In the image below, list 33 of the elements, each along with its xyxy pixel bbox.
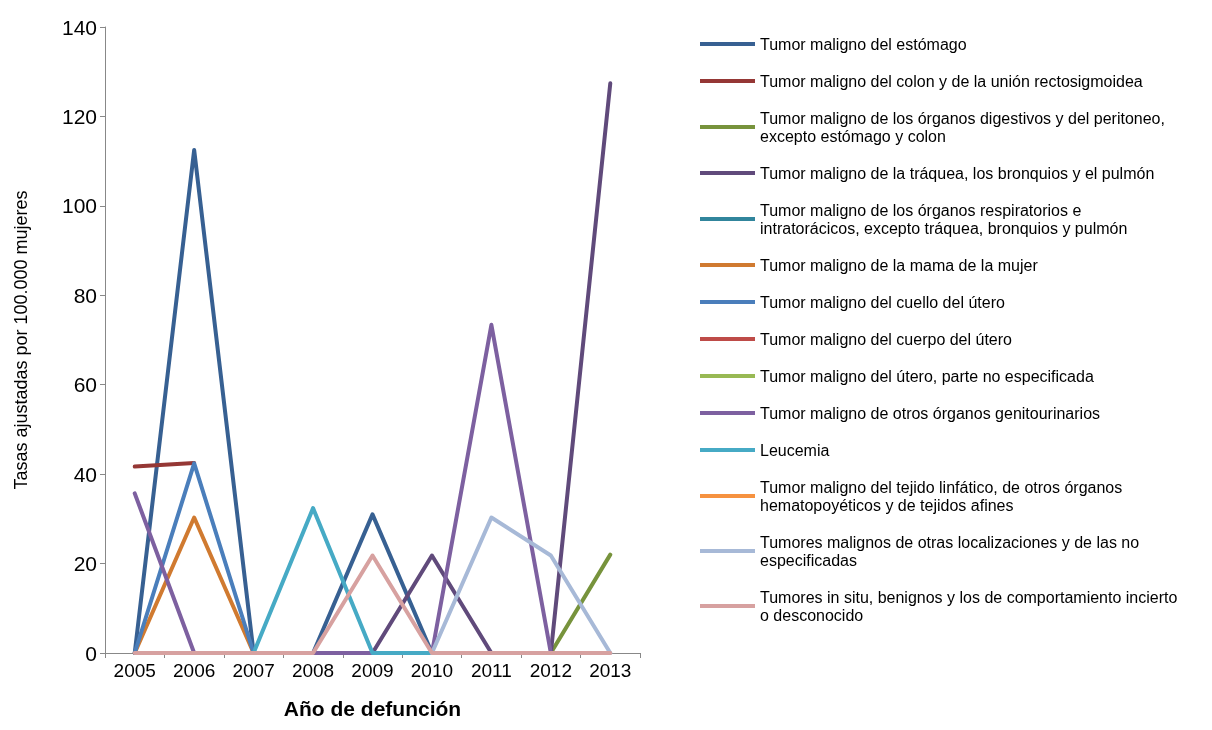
y-tick-label: 80 <box>73 283 97 307</box>
legend-label: Tumor maligno de la mama de la mujer <box>760 256 1039 274</box>
y-axis-title: Tasas ajustadas por 100.000 mujeres <box>11 190 31 490</box>
legend-label: Tumor maligno del colon y de la unión rectosigmoidea <box>760 72 1143 90</box>
legend-label: Tumor maligno de los órganos digestivos y del peritoneo, excepto estómago y colon <box>760 109 1170 145</box>
legend-label: Tumor maligno del tejido linfático, de otros órganos hematopoyéticos y de tejidos afines <box>760 478 1127 514</box>
legend-label: Tumor maligno de otros órganos genitourinarios <box>760 404 1101 422</box>
y-tick-label: 140 <box>61 15 97 39</box>
legend-label: Tumor maligno del cuerpo del útero <box>760 330 1013 348</box>
y-tick-label: 40 <box>73 462 97 486</box>
legend-label: Tumor maligno del cuello del útero <box>760 293 1005 311</box>
x-tick-label: 2008 <box>291 660 335 681</box>
y-tick-label: 120 <box>61 104 97 128</box>
x-tick-label: 2005 <box>113 660 156 681</box>
legend-label: Tumor maligno de los órganos respiratorios e intratorácicos, excepto tráquea, bronquios y pulmón <box>760 201 1128 237</box>
legend-label: Tumor maligno del estómago <box>760 35 967 53</box>
x-tick-label: 2011 <box>470 660 512 681</box>
legend-label: Leucemia <box>760 441 830 459</box>
y-tick-label: 0 <box>85 641 97 665</box>
legend-label: Tumores in situ, benignos y los de comportamiento incierto o desconocido <box>760 588 1182 624</box>
x-tick-label: 2006 <box>173 660 216 681</box>
legend-label: Tumor maligno de la tráquea, los bronquios y el pulmón <box>760 164 1155 182</box>
x-tick-label: 2009 <box>351 660 394 681</box>
x-tick-label: 2013 <box>589 660 632 681</box>
legend-label: Tumores malignos de otras localizaciones y de las no especificadas <box>760 533 1144 569</box>
x-tick-label: 2007 <box>232 660 275 681</box>
x-axis-title: Año de defunción <box>283 697 462 720</box>
y-tick-label: 100 <box>61 194 97 218</box>
y-tick-label: 60 <box>73 373 97 397</box>
legend-label: Tumor maligno del útero, parte no especificada <box>760 367 1094 385</box>
y-tick-label: 20 <box>73 552 97 576</box>
x-tick-label: 2010 <box>410 660 454 681</box>
x-tick-label: 2012 <box>529 660 572 681</box>
